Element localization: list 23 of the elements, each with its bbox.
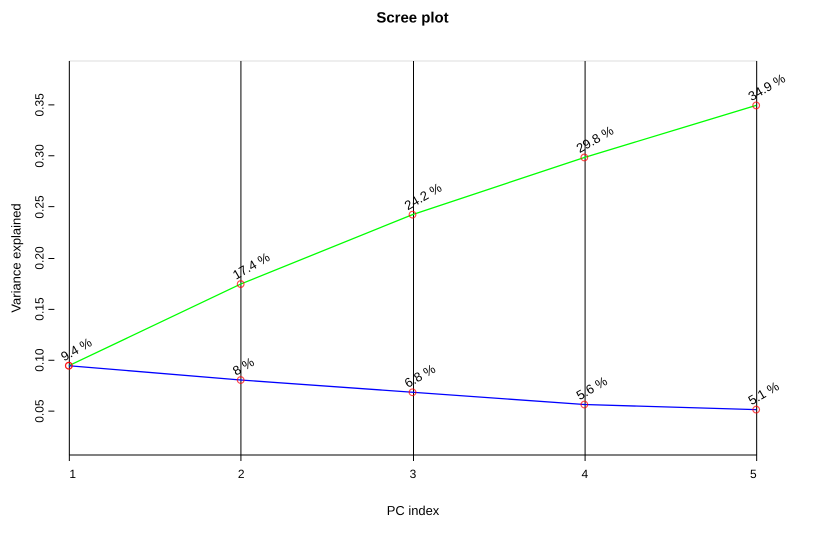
- chart-title: Scree plot: [376, 10, 449, 27]
- y-axis-title: Variance explained: [8, 203, 24, 313]
- y-tick-label: 0.25: [32, 194, 46, 219]
- x-tick-label: 2: [238, 466, 245, 481]
- y-tick-label: 0.20: [32, 246, 46, 270]
- y-tick-label: 0.15: [32, 297, 46, 321]
- y-tick-label: 0.30: [32, 144, 46, 168]
- x-axis-title: PC index: [386, 502, 440, 518]
- x-tick-label: 5: [750, 466, 757, 481]
- data-label: 8 %: [230, 354, 258, 378]
- data-label: 9.4 %: [58, 334, 95, 364]
- data-label: 6.8 %: [402, 360, 438, 391]
- data-label: 5.6 %: [574, 373, 610, 403]
- x-tick-label: 4: [582, 466, 588, 481]
- y-tick-label: 0.10: [32, 348, 46, 372]
- x-tick-label: 1: [69, 466, 76, 481]
- x-tick-label: 3: [410, 466, 417, 481]
- data-label: 34.9 %: [745, 70, 788, 104]
- data-label: 29.8 %: [574, 122, 616, 156]
- data-label: 5.1 %: [745, 378, 782, 408]
- data-label: 17.4 %: [230, 249, 273, 282]
- y-tick-label: 0.05: [32, 399, 46, 423]
- y-tick-label: 0.35: [32, 92, 46, 117]
